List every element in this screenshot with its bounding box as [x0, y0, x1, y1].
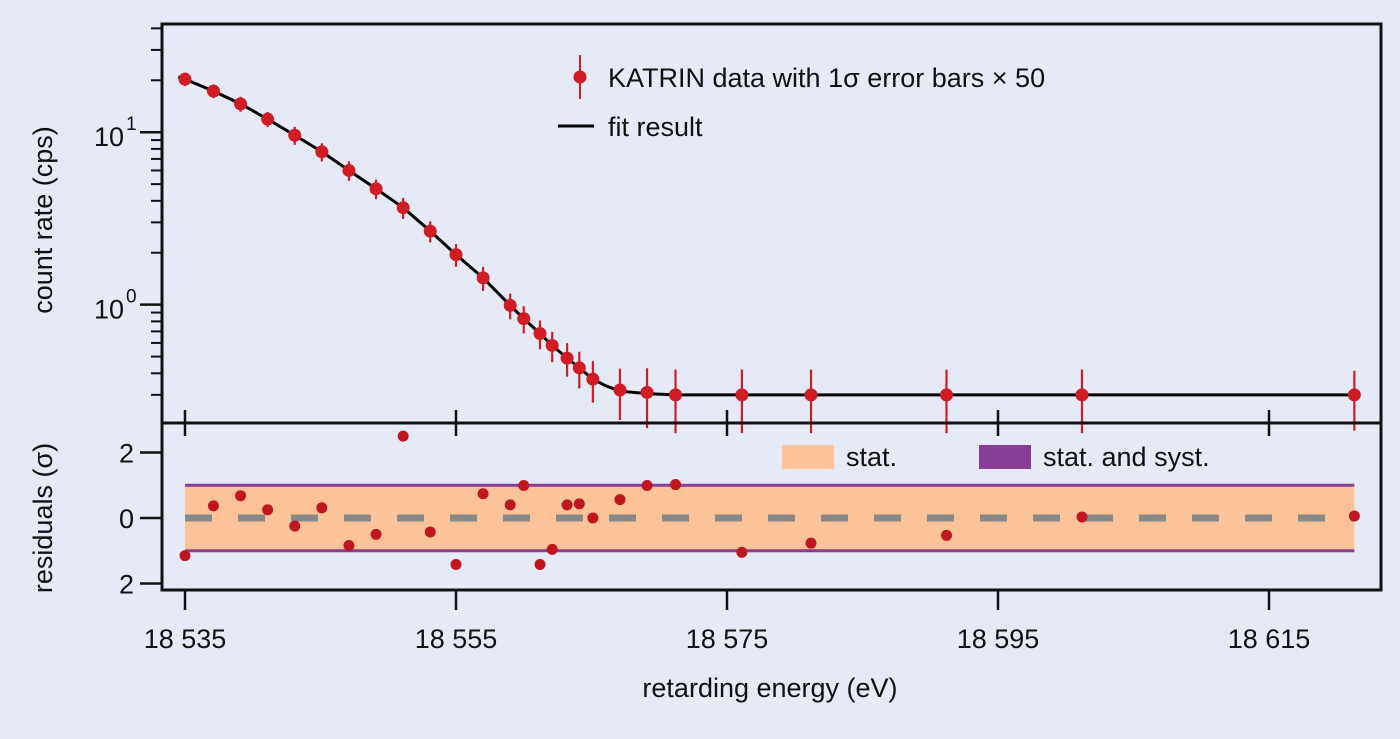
legend-data-point-marker	[573, 70, 587, 84]
data-point	[476, 271, 490, 285]
data-point	[396, 201, 410, 215]
top-y-axis-label: count rate (cps)	[28, 126, 58, 314]
residual-point	[534, 558, 546, 570]
top-y-ticks	[140, 27, 162, 396]
fit-line	[177, 75, 1355, 397]
x-tick-label: 18 595	[957, 624, 1040, 654]
data-point	[234, 97, 248, 111]
residual-point	[477, 488, 489, 500]
residual-point	[587, 512, 599, 524]
residual-point	[207, 500, 219, 512]
residual-point	[573, 498, 585, 510]
residual-y-tick-label: 2	[119, 438, 134, 468]
data-point	[315, 145, 329, 159]
residual-point	[504, 499, 516, 511]
legend-syst-swatch	[979, 445, 1031, 469]
residual-points	[179, 430, 1360, 570]
data-points	[178, 72, 1361, 434]
data-point	[423, 224, 437, 238]
residual-point	[670, 479, 682, 491]
data-point	[1347, 388, 1361, 402]
residual-point	[641, 480, 653, 492]
residual-point	[343, 539, 355, 551]
data-point	[178, 72, 192, 86]
residual-point	[561, 499, 573, 511]
legend-stat-swatch	[782, 445, 834, 469]
residual-point	[518, 480, 530, 492]
data-point	[261, 112, 275, 126]
x-tick-label: 18 615	[1228, 624, 1311, 654]
x-tick-label: 18 535	[144, 624, 227, 654]
data-point	[517, 312, 531, 326]
residual-point	[546, 543, 558, 555]
legend-stat-label: stat.	[846, 442, 897, 472]
residual-point	[316, 502, 328, 514]
legend-syst-label: stat. and syst.	[1043, 442, 1210, 472]
data-point	[572, 361, 586, 375]
data-point	[369, 182, 383, 196]
residual-point	[424, 526, 436, 538]
bottom-x-ticks: 18 535 18 555 18 575 18 595 18 615	[144, 590, 1311, 654]
residual-y-tick-label: 2	[119, 569, 134, 599]
data-point	[560, 351, 574, 365]
data-point	[804, 388, 818, 402]
residual-point	[1348, 510, 1360, 522]
data-point	[342, 163, 356, 177]
bottom-y-axis-label: residuals (σ)	[28, 443, 58, 593]
y-tick-label: 10	[94, 122, 124, 152]
residual-y-tick-label: 0	[119, 504, 134, 534]
residual-point	[941, 529, 953, 541]
data-point	[640, 385, 654, 399]
data-point	[533, 327, 547, 341]
data-point	[586, 372, 600, 386]
residual-point	[179, 550, 191, 562]
legend-fit-label: fit result	[608, 112, 703, 142]
y-tick-exponent: 0	[126, 287, 137, 308]
data-point	[613, 383, 627, 397]
residual-point	[370, 528, 382, 540]
x-tick-label: 18 555	[415, 624, 498, 654]
data-point	[503, 298, 517, 312]
residual-point	[235, 490, 247, 502]
residual-point	[614, 494, 626, 506]
residual-point	[262, 504, 274, 516]
plot-frame	[160, 22, 1383, 592]
data-point	[1075, 388, 1089, 402]
legend-data-label: KATRIN data with 1σ error bars × 50	[608, 63, 1045, 93]
residual-point	[805, 537, 817, 549]
x-tick-label: 18 575	[686, 624, 769, 654]
data-point	[288, 128, 302, 142]
residual-point	[1076, 511, 1088, 523]
data-point	[449, 248, 463, 262]
residuals-panel: 2 0 2 18 535 18 555 18 575 18 595 18 615 resid…	[28, 430, 1360, 703]
data-point	[669, 388, 683, 402]
residual-point	[450, 558, 462, 570]
top-legend: KATRIN data with 1σ error bars × 50 fit …	[558, 55, 1045, 142]
residual-point	[397, 430, 409, 442]
bottom-legend: stat. stat. and syst.	[782, 442, 1210, 472]
bottom-y-ticks: 2 0 2	[119, 438, 162, 599]
data-point	[735, 388, 749, 402]
data-point	[940, 388, 954, 402]
y-tick-label: 10	[94, 295, 124, 325]
data-point	[206, 84, 220, 98]
fit-result-line	[177, 75, 1355, 397]
x-axis-label: retarding energy (eV)	[642, 673, 897, 703]
residual-point	[736, 546, 748, 558]
y-tick-exponent: 1	[126, 114, 137, 135]
data-point	[545, 338, 559, 352]
residual-point	[289, 520, 301, 532]
